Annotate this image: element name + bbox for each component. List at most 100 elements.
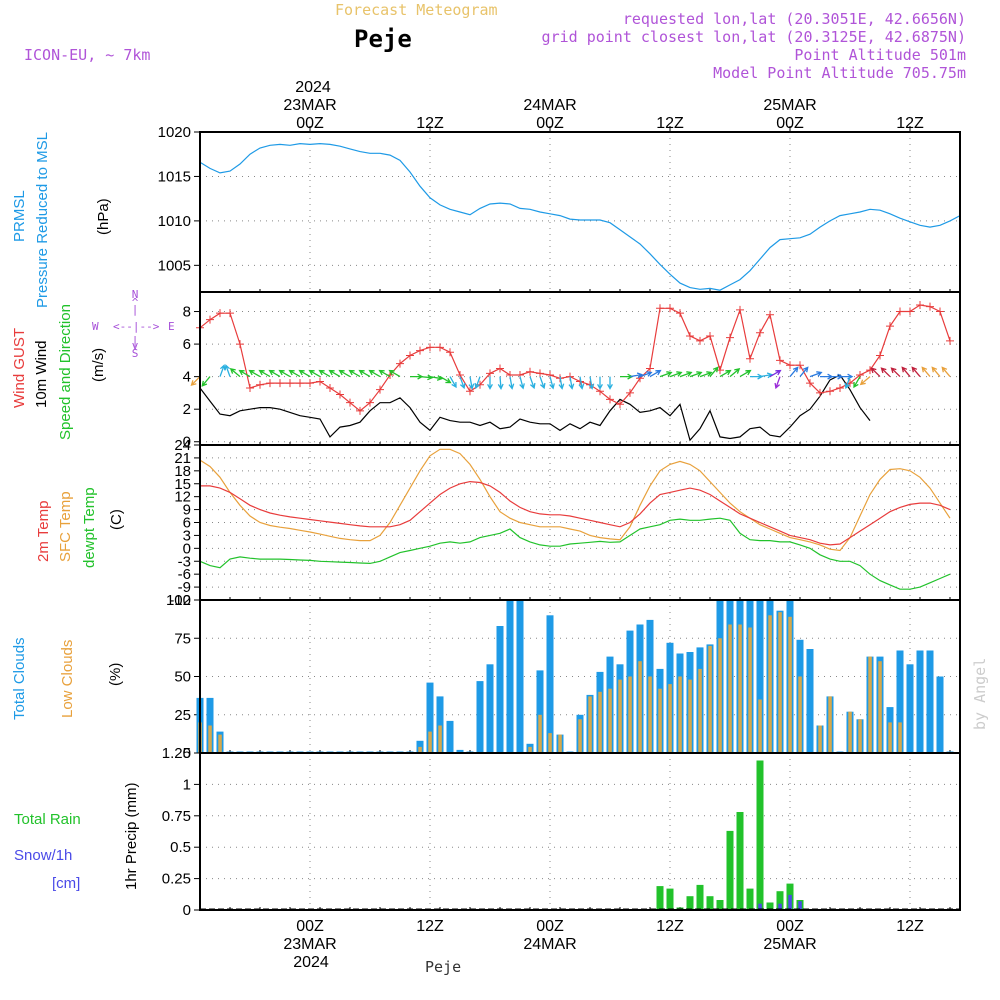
location-name: Peje [354,25,412,53]
wind-direction-arrow [729,368,741,378]
wind-direction-arrow [278,369,291,378]
low-cloud-bar [738,624,742,753]
wind-gust-marker [906,307,914,316]
wind-direction-arrow [870,367,881,378]
wind-gust-marker [796,361,804,370]
wind-direction-arrow [358,369,371,378]
pressure-ytick-label: 1005 [158,257,191,274]
rain-bar [726,830,734,910]
wind-gust-marker [826,387,834,396]
wind-gust-marker [646,364,654,373]
rain-bar [736,812,744,910]
low-cloud-bar [418,746,422,753]
wind-frame [199,291,961,446]
wind-direction-arrow [419,374,434,381]
wind-10m-label: 10m Wind [33,340,50,408]
wind-direction-arrow [474,376,481,390]
compass-icon: N ^ | W <--|--> E | v S [92,288,175,360]
wind-gust-marker [666,304,674,313]
wind-direction-arrow [911,366,921,378]
precip-axis-label: 1hr Precip (mm) [123,782,140,890]
low-cloud-bar [608,688,612,753]
wind-gust-marker [946,336,954,345]
svg-text:^: ^ [132,296,139,309]
low-cloud-bar [898,722,902,753]
low-cloud-bar [718,638,722,754]
total-cloud-bar [906,664,914,753]
low-cloud-bar [758,699,762,753]
wind-direction-arrow [298,369,311,378]
low-cloud-bar [558,734,562,753]
gridpoint-coordinates: grid point closest lon,lat (20.3125E, 42… [542,28,966,46]
wind-direction-arrow [487,376,493,390]
wind-direction-arrow [449,376,457,389]
wind-gust-marker [616,400,624,409]
low-cloud-bar [688,679,692,753]
low-cloud-bar [878,661,882,753]
wind-direction-arrow [519,376,525,390]
wind-gust-marker [426,343,434,352]
total-cloud-bar [806,649,814,753]
low-cloud-bar [638,661,642,753]
bottom-time-label: 00Z [296,918,324,935]
svg-text:S: S [132,347,139,360]
top-date-label: 23MAR [283,97,336,114]
low-cloud-bar [588,696,592,753]
wind-gust-marker [416,346,424,355]
wind-gust-marker [336,390,344,399]
wind-gust-marker [436,343,444,352]
wind-direction-arrow [190,376,201,387]
wind-gust-marker [486,369,494,378]
wind-gust-marker [656,304,664,313]
wind-ytick-label: 0 [183,434,191,451]
precipitation-ytick-label: 1.25 [162,745,191,762]
wind-unit: (m/s) [90,348,107,382]
low-cloud-bar [698,668,702,753]
temperature-ytick-label: 9 [183,502,191,519]
wind-gust-marker [766,310,774,319]
rain-bar [756,760,764,910]
wind-gust-marker [396,359,404,368]
clouds-ytick-label: 50 [174,669,191,686]
rain-bar [766,902,774,910]
snow-bar [798,901,802,910]
wind-gust-marker [286,379,294,388]
wind-gust-label: Wind GUST [11,328,28,408]
wind-direction-arrow [288,369,301,378]
wind-direction-arrow [248,369,261,378]
wind-direction-arrow [649,369,662,378]
wind-gust-marker [346,398,354,407]
total-cloud-bar [476,681,484,753]
temp-2m-line [200,480,951,546]
wind-ytick-label: 2 [183,401,191,418]
total-cloud-bar [206,697,214,753]
sfc-temp-line [199,448,951,552]
precipitation-ytick-label: 0.25 [162,871,191,888]
wind-direction-arrow [941,366,951,378]
total-cloud-bar [896,650,904,753]
wind-direction-arrow [238,369,251,378]
model-point-altitude: Model Point Altitude 705.75m [713,64,966,82]
wind-direction-arrow [338,369,351,378]
rain-bar [666,888,674,910]
total-cloud-bar [496,626,504,753]
wind-gust-marker [326,384,334,393]
wind-direction-arrow [378,369,391,378]
wind-direction-arrow [508,376,515,390]
wind-direction-arrow [739,369,752,378]
low-cloud-bar [828,696,832,753]
wind-direction-arrow [268,369,281,378]
total-cloud-bar [546,615,554,753]
model-label: ICON-EU, ~ 7km [24,46,150,64]
temperature-labels: 2m Temp SFC Temp dewpt Temp (C) [35,487,125,568]
low-cloud-bar [208,725,212,753]
top-time-label: 00Z [536,115,564,132]
low-cloud-bar [438,725,442,753]
temperature-ytick-label: -6 [178,566,191,583]
total-cloud-bar [426,682,434,753]
wind-direction-arrow [689,371,703,378]
